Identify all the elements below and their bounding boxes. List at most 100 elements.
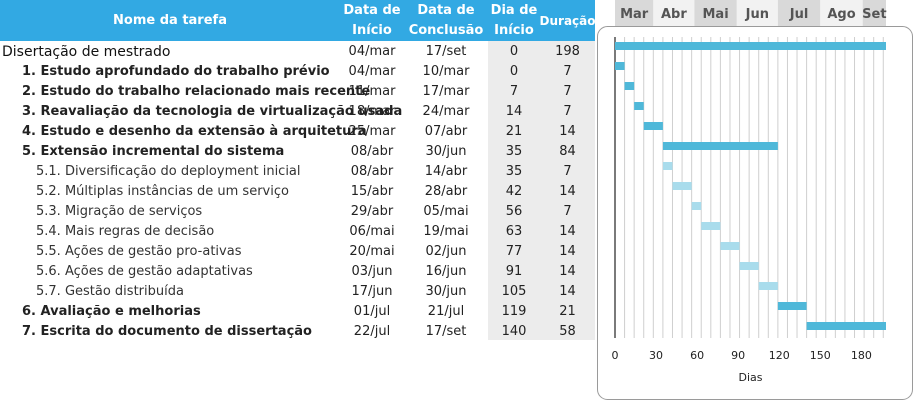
chart-frame — [597, 26, 913, 400]
table-row[interactable]: 5.3. Migração de serviços 29/abr 05/mai 56 7 — [0, 202, 595, 222]
gantt-bar — [758, 282, 778, 290]
start-date: 08/abr — [350, 164, 394, 179]
start-date: 18/mar — [348, 104, 396, 119]
start-date: 15/abr — [350, 184, 394, 199]
task-name: 1. Estudo aprofundado do trabalho prévio — [22, 64, 330, 79]
table-row[interactable]: 5.4. Mais regras de decisão 06/mai 19/mai 6… — [0, 222, 595, 242]
task-name: 5.1. Diversificação do deployment inicia… — [36, 164, 301, 179]
start-date: 03/jun — [351, 264, 393, 279]
header-start-day[interactable]: Dia de Início — [490, 2, 538, 38]
end-date: 17/mar — [422, 84, 470, 99]
table-row[interactable]: 6. Avaliação e melhorias 01/jul 21/jul 119 2… — [0, 302, 595, 322]
duration: 14 — [559, 284, 576, 299]
start-day: 140 — [501, 324, 527, 339]
table-row[interactable]: 5. Extensão incremental do sistema 08/abr… — [0, 142, 595, 162]
gantt-bar — [672, 182, 692, 190]
month-band — [653, 0, 695, 26]
table-row[interactable]: 5.1. Diversificação do deployment inicia… — [0, 162, 595, 182]
gantt-chart: Mar Abr Mai Jun Jul Ago Set 0 30 60 90 120 150 180 Dia… — [597, 0, 914, 401]
gantt-bar — [662, 162, 673, 170]
x-tick-label: 180 — [851, 349, 872, 362]
end-date: 10/mar — [422, 64, 470, 79]
x-tick-label: 0 — [612, 349, 619, 362]
x-tick-label: 30 — [649, 349, 663, 362]
header-task-name[interactable]: Nome da tarefa — [113, 12, 227, 28]
table-row[interactable]: 5.6. Ações de gestão adaptativas 03/jun 16… — [0, 262, 595, 282]
duration: 7 — [563, 104, 572, 119]
month-label: Mar — [620, 7, 649, 22]
start-day: 35 — [505, 144, 523, 159]
table-row[interactable]: 1. Estudo aprofundado do trabalho prévio… — [0, 62, 595, 82]
start-date: 22/jul — [353, 324, 391, 339]
end-date: 02/jun — [425, 244, 467, 259]
table-row[interactable]: 4. Estudo e desenho da extensão à arquit… — [0, 122, 595, 142]
task-name: 5. Extensão incremental do sistema — [22, 144, 285, 159]
task-name: 5.4. Mais regras de decisão — [36, 224, 215, 239]
month-label: Ago — [827, 7, 855, 22]
duration: 14 — [559, 244, 576, 259]
gantt-bar — [806, 322, 886, 330]
table-row[interactable]: 5.7. Gestão distribuída 17/jun 30/jun 105 14 — [0, 282, 595, 302]
task-name: 4. Estudo e desenho da extensão à arquit… — [22, 124, 367, 139]
x-axis-title: Dias — [739, 371, 763, 384]
duration: 7 — [563, 164, 572, 179]
start-day: 119 — [501, 304, 527, 319]
duration: 14 — [559, 264, 576, 279]
month-band — [615, 0, 654, 26]
month-label: Mai — [703, 7, 729, 22]
gantt-bar — [643, 122, 663, 130]
x-tick-label: 60 — [690, 349, 704, 362]
start-date: 25/mar — [348, 124, 396, 139]
end-date: 16/jun — [425, 264, 467, 279]
table-row[interactable]: 5.2. Múltiplas instâncias de um serviço 1… — [0, 182, 595, 202]
table-row[interactable]: 2. Estudo do trabalho relacionado mais r… — [0, 82, 595, 102]
month-label: Jul — [789, 7, 809, 22]
task-name: 6. Avaliação e melhorias — [22, 304, 201, 319]
duration: 58 — [559, 324, 576, 339]
start-day: 14 — [505, 104, 523, 119]
start-day: 77 — [505, 244, 523, 259]
table-row[interactable]: 3. Reavaliação da tecnologia de virtuali… — [0, 102, 595, 122]
start-day: 105 — [501, 284, 527, 299]
gantt-bar — [777, 302, 807, 310]
task-name: Disertação de mestrado — [2, 44, 171, 60]
duration: 7 — [563, 84, 572, 99]
task-name: 5.3. Migração de serviços — [36, 204, 203, 219]
duration: 14 — [559, 184, 576, 199]
month-label: Abr — [661, 7, 687, 22]
start-date: 06/mai — [349, 224, 395, 239]
duration: 7 — [563, 204, 572, 219]
table-row[interactable]: 7. Escrita do documento de dissertação 22… — [0, 322, 595, 342]
end-date: 24/mar — [422, 104, 470, 119]
duration: 198 — [555, 44, 580, 59]
end-date: 28/abr — [424, 184, 468, 199]
end-date: 19/mai — [423, 224, 469, 239]
month-label: Jun — [745, 7, 769, 22]
end-date: 21/jul — [427, 304, 465, 319]
start-day: 42 — [505, 184, 523, 199]
start-day: 91 — [505, 264, 523, 279]
task-name: 7. Escrita do documento de dissertação — [22, 324, 312, 339]
duration: 7 — [563, 64, 572, 79]
end-date: 30/jun — [425, 284, 467, 299]
gantt-bar — [634, 102, 644, 110]
start-day: 7 — [509, 84, 519, 99]
table-row[interactable]: 5.5. Ações de gestão pro-ativas 20/mai 02/… — [0, 242, 595, 262]
end-date: 07/abr — [424, 124, 468, 139]
start-date: 08/abr — [350, 144, 394, 159]
start-day: 35 — [505, 164, 523, 179]
header-end-date[interactable]: Data de Conclusão — [408, 2, 484, 38]
gantt-bar — [739, 262, 759, 270]
end-date: 30/jun — [425, 144, 467, 159]
start-day: 0 — [509, 44, 519, 59]
start-date: 01/jul — [353, 304, 391, 319]
table-row[interactable]: Disertação de mestrado 04/mar 17/set 0 198 — [0, 42, 595, 62]
task-name: 2. Estudo do trabalho relacionado mais r… — [22, 84, 371, 99]
task-name: 5.6. Ações de gestão adaptativas — [36, 264, 253, 279]
gantt-bar — [624, 82, 635, 90]
month-band — [820, 0, 863, 26]
month-band — [736, 0, 778, 26]
end-date: 14/abr — [424, 164, 468, 179]
header-start-date[interactable]: Data de Início — [343, 2, 401, 38]
header-duration[interactable]: Duração — [539, 13, 596, 28]
